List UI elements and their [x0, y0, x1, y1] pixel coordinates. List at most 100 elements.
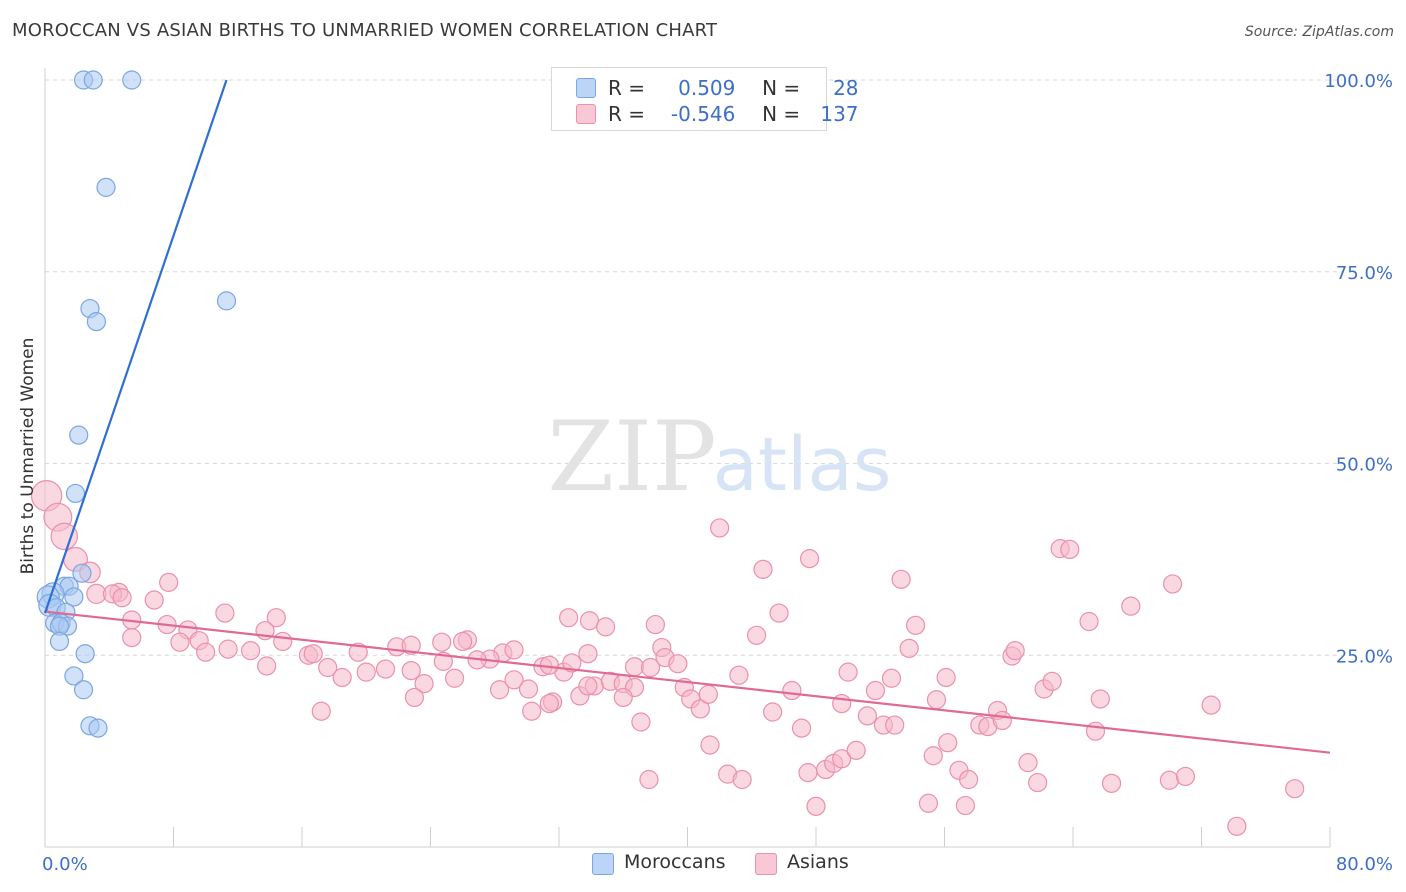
data-point-asian [668, 654, 688, 674]
data-point-asian [1028, 772, 1048, 793]
data-point-asian [1005, 641, 1025, 661]
data-point-asian [1201, 695, 1221, 715]
data-point-asian [444, 668, 465, 688]
legend-swatch-moroccans [576, 78, 596, 98]
legend-swatch-asians [755, 853, 777, 875]
data-point-asian [414, 674, 434, 694]
data-point-asian [1121, 596, 1141, 616]
data-point-asian [595, 617, 616, 637]
data-point-asian [273, 631, 293, 652]
data-point-asian [1162, 574, 1183, 594]
y-tick-label: 50.0% [1336, 455, 1393, 476]
data-point-asian [746, 625, 767, 645]
data-point-asian [375, 659, 396, 679]
data-point-moroccan [65, 483, 86, 504]
legend-r-label: R = [608, 102, 646, 126]
data-point-asian [732, 769, 752, 790]
data-point-asian [356, 662, 376, 682]
data-point-asian [50, 522, 79, 551]
data-point-asian [1060, 539, 1080, 560]
data-point-asian [992, 710, 1012, 731]
watermark-zip: ZIP [547, 401, 716, 513]
x-tick-label: 80.0% [1336, 854, 1393, 875]
data-point-asian [1227, 816, 1247, 836]
data-point-moroccan [96, 177, 116, 197]
data-point-asian [865, 680, 886, 701]
data-point-asian [729, 665, 749, 685]
data-point-asian [640, 657, 661, 678]
data-point-asian [578, 644, 598, 664]
data-point-asian [838, 662, 858, 682]
legend-n-value-moroccans: 28 [833, 76, 859, 100]
data-point-asian [631, 712, 651, 732]
data-point-asian [303, 644, 323, 664]
data-point-asian [885, 715, 905, 735]
watermark: ZIP atlas [547, 401, 891, 513]
data-point-asian [1079, 611, 1099, 632]
data-point-asian [401, 660, 421, 681]
data-point-asian [311, 701, 331, 721]
data-point-moroccan [88, 718, 108, 738]
data-point-asian [170, 632, 190, 652]
data-point-asian [690, 699, 710, 719]
data-point-asian [578, 676, 598, 696]
tick-labels: 25.0% 50.0% 75.0% 100.0% 0.0% 80.0% [42, 71, 1393, 875]
data-point-asian [1018, 753, 1038, 773]
data-point-asian [926, 690, 947, 710]
data-point-asian [624, 657, 645, 677]
gridlines [45, 79, 1342, 656]
data-point-asian [938, 733, 958, 753]
data-point-moroccan [64, 587, 84, 607]
data-point-asian [453, 631, 473, 652]
data-point-asian [806, 796, 826, 816]
data-point-moroccan [216, 291, 237, 311]
data-point-asian [798, 763, 818, 783]
data-point-asian [639, 769, 659, 790]
y-tick-label: 25.0% [1336, 646, 1393, 667]
data-point-moroccan [75, 644, 95, 664]
data-point-moroccan [73, 680, 94, 700]
data-point-moroccan [69, 425, 89, 445]
trend-lines [43, 79, 1331, 754]
data-point-asian [1101, 773, 1122, 793]
trend-line-asians [44, 610, 1331, 754]
data-point-moroccan [64, 666, 84, 686]
data-point-asian [559, 608, 579, 628]
data-point-asian [899, 638, 919, 658]
data-point-asian [144, 590, 164, 610]
data-point-asian [539, 693, 559, 714]
legend-r-value-moroccans: 0.509 [678, 76, 736, 100]
data-point-asian [881, 668, 902, 688]
data-point-asian [936, 667, 956, 688]
legend-label-asians: Asians [787, 851, 849, 873]
data-point-asian [958, 769, 979, 790]
legend-swatch-asians [576, 104, 596, 124]
data-point-moroccan [72, 563, 92, 583]
data-point-asian [433, 651, 453, 671]
data-point-asian [791, 718, 812, 738]
data-point-asian [905, 615, 926, 635]
data-point-asian [769, 603, 789, 623]
source-label[interactable]: Source: ZipAtlas.com [1244, 24, 1394, 40]
data-point-moroccan [122, 70, 142, 90]
chart-title: MOROCCAN VS ASIAN BIRTHS TO UNMARRIED WO… [12, 20, 718, 41]
data-point-asian [700, 735, 720, 755]
data-point-asian [504, 670, 524, 690]
data-point-asian [404, 687, 425, 708]
data-point-asian [1159, 770, 1179, 790]
data-point-asian [799, 549, 820, 569]
data-point-asian [196, 642, 216, 662]
data-point-asian [241, 641, 261, 661]
data-point-asian [846, 740, 866, 760]
legend-swatch-moroccans [592, 853, 614, 875]
correlation-legend: R = 0.509 N = 28 R = -0.546 N = 137 [551, 67, 859, 131]
data-point-asian [857, 706, 878, 726]
x-tick-label: 0.0% [42, 854, 88, 875]
data-point-asian [645, 614, 665, 635]
data-point-asian [918, 793, 939, 813]
y-axis-label: Births to Unmarried Women [18, 338, 38, 575]
y-tick-label: 75.0% [1336, 263, 1393, 284]
data-point-asian [522, 701, 542, 721]
data-point-asian [257, 656, 277, 676]
